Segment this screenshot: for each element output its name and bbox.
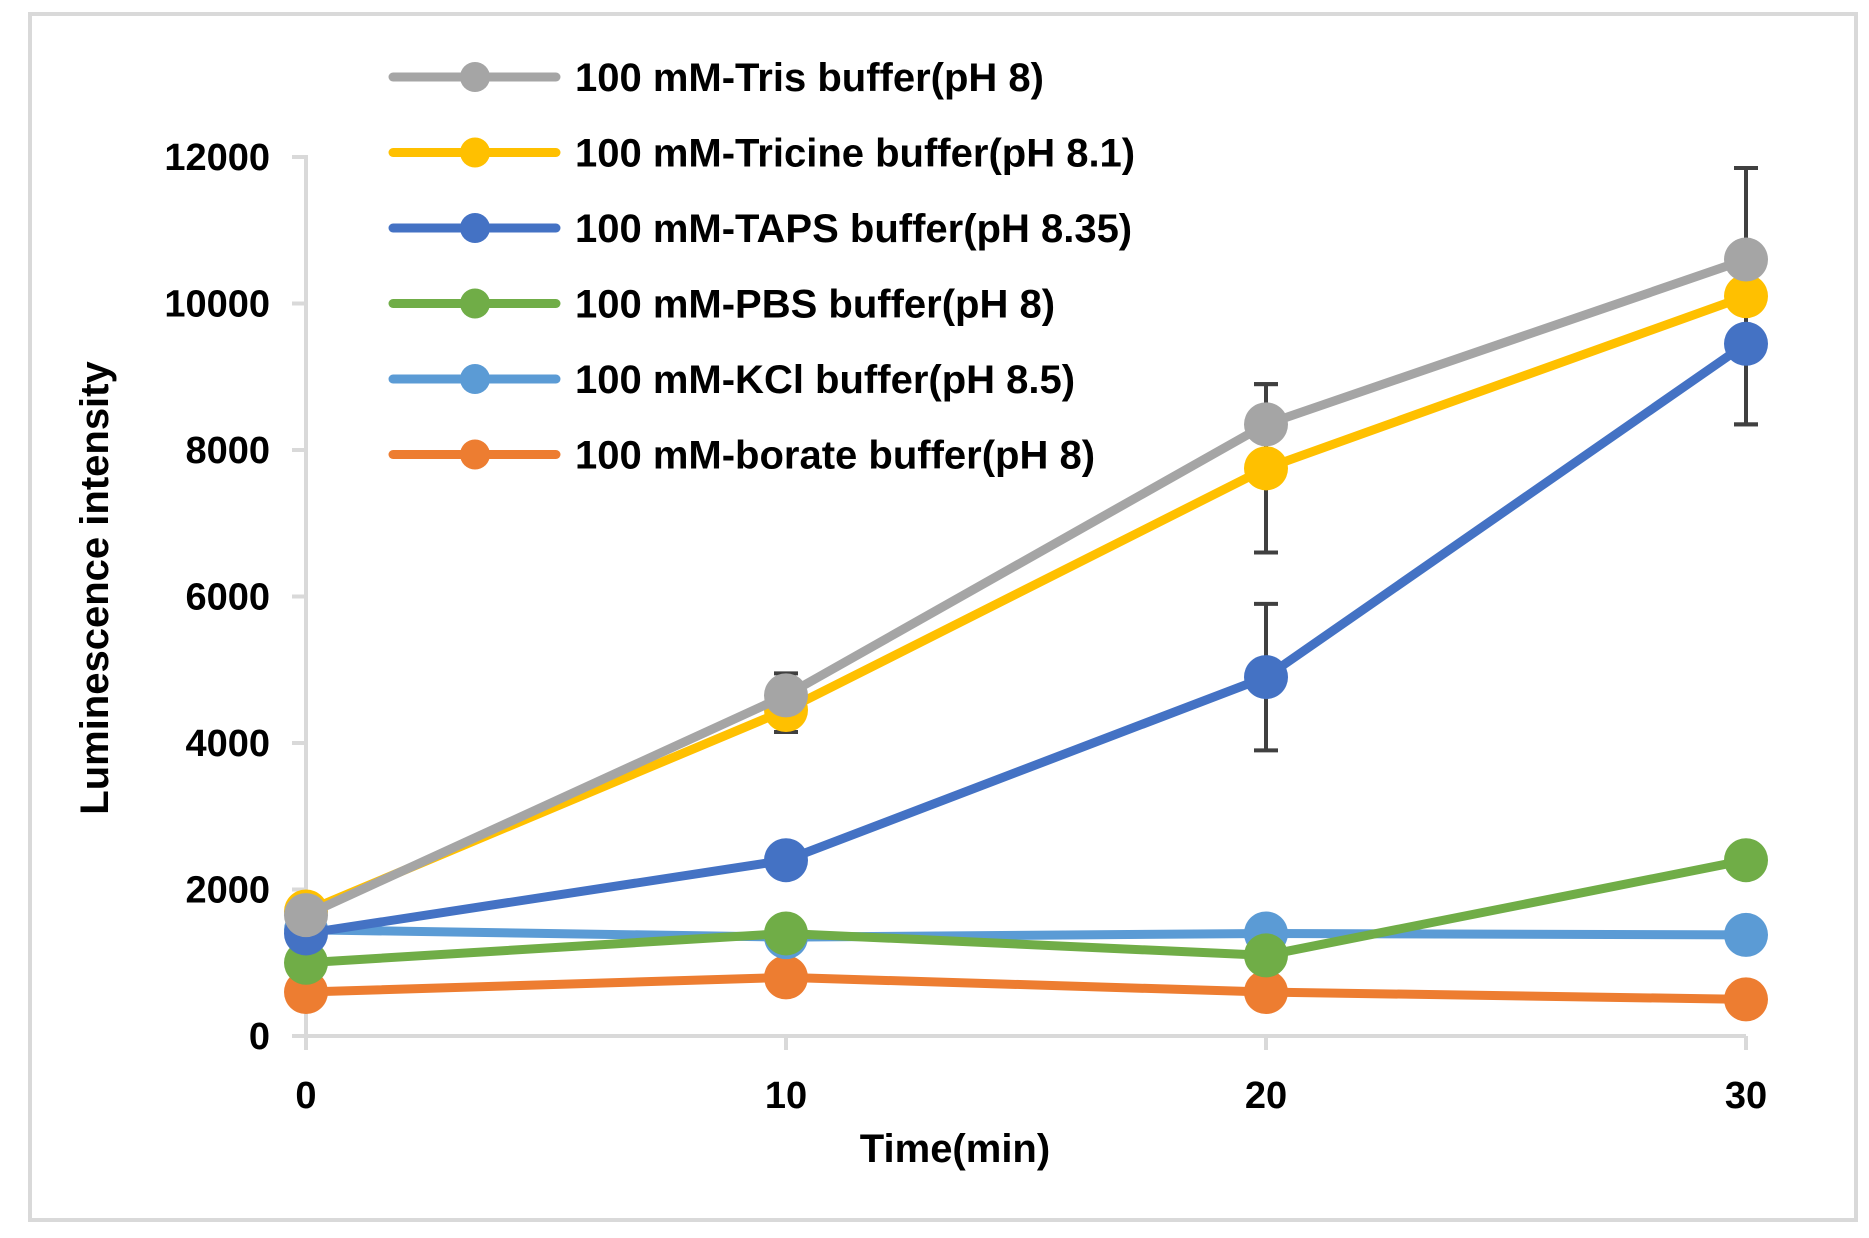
data-point <box>1724 274 1768 319</box>
data-point <box>764 673 808 718</box>
data-point <box>1724 977 1768 1022</box>
series-line <box>301 972 1751 1004</box>
x-tick-label: 10 <box>765 1075 807 1117</box>
y-tick-label: 6000 <box>185 577 270 619</box>
data-point <box>1244 933 1288 978</box>
data-point <box>284 893 328 938</box>
legend-swatch-marker <box>460 213 490 243</box>
series-line <box>301 925 1751 942</box>
series-line <box>301 855 1751 968</box>
legend-swatch-marker <box>460 364 490 394</box>
data-point <box>1244 402 1288 447</box>
chart-frame <box>28 12 1858 1222</box>
data-point <box>1724 237 1768 282</box>
series-line <box>301 339 1751 938</box>
y-tick-label: 0 <box>249 1016 270 1058</box>
data-point <box>1724 321 1768 366</box>
x-tick-label: 0 <box>295 1075 316 1117</box>
y-tick-label: 8000 <box>185 430 270 472</box>
y-tick-label: 4000 <box>185 723 270 765</box>
legend-entry-label: 100 mM-Tricine buffer(pH 8.1) <box>575 132 1135 176</box>
legend-entry-label: 100 mM-Tris buffer(pH 8) <box>575 56 1044 100</box>
legend-swatch-marker <box>460 137 490 168</box>
y-tick-label: 12000 <box>164 137 270 179</box>
data-point <box>764 911 808 956</box>
data-point <box>1244 446 1288 491</box>
legend-entry-label: 100 mM-borate buffer(pH 8) <box>575 434 1095 478</box>
data-point <box>1724 838 1768 883</box>
x-tick-label: 30 <box>1725 1075 1767 1117</box>
y-tick-label: 2000 <box>185 870 270 912</box>
data-point <box>1244 655 1288 700</box>
data-point <box>1724 912 1768 957</box>
data-point <box>764 838 808 883</box>
data-point <box>1244 970 1288 1015</box>
x-tick-label: 20 <box>1245 1075 1287 1117</box>
legend-entry-label: 100 mM-TAPS buffer(pH 8.35) <box>575 207 1132 251</box>
legend-swatch-marker <box>460 439 490 470</box>
legend-entry-label: 100 mM-KCl buffer(pH 8.5) <box>575 358 1075 402</box>
legend-swatch-marker <box>460 288 490 319</box>
series-line <box>301 291 1751 916</box>
series-line <box>301 255 1751 920</box>
y-axis-title: Luminescence intensity <box>73 361 117 815</box>
x-axis-title: Time(min) <box>860 1127 1050 1171</box>
y-tick-label: 10000 <box>164 284 270 326</box>
legend-swatch-marker <box>460 62 490 92</box>
legend-entry-label: 100 mM-PBS buffer(pH 8) <box>575 283 1055 327</box>
data-point <box>764 955 808 1000</box>
